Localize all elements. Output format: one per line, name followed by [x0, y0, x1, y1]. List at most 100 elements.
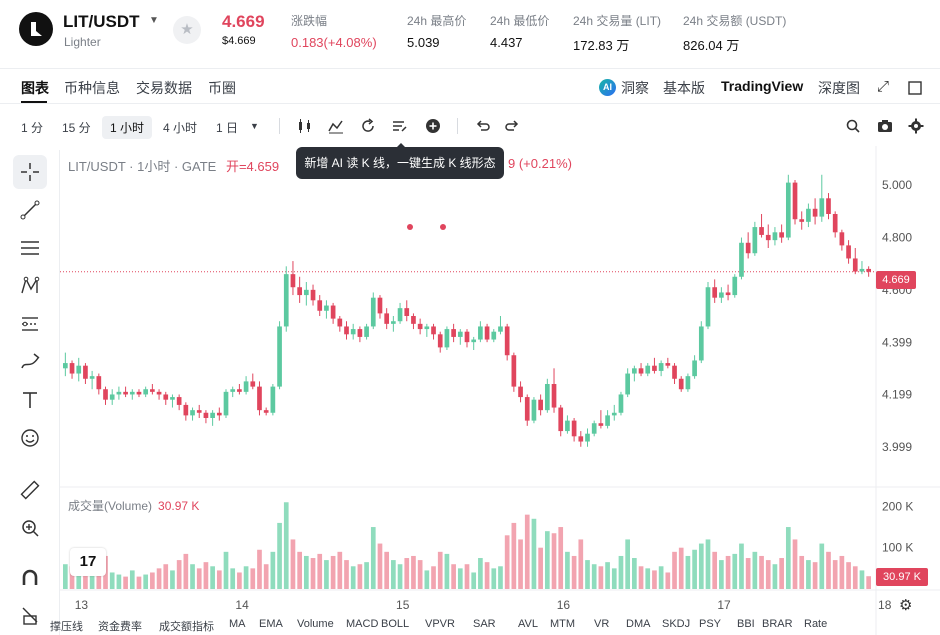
price-chart[interactable]: 5.000 4.800 4.600 4.399 4.199 3.999 200 K 100 K…	[60, 146, 940, 635]
search-icon[interactable]	[844, 117, 862, 135]
tab-tradingview[interactable]: TradingView	[721, 78, 804, 94]
volume-bar	[377, 543, 383, 589]
zoom-in-tool-icon[interactable]	[13, 511, 47, 545]
indicator-11[interactable]: MTM	[550, 618, 576, 630]
tradingview-logo[interactable]: 17	[70, 548, 106, 576]
indicator-15[interactable]: PSY	[699, 618, 722, 630]
trendline-tool-icon[interactable]	[13, 193, 47, 227]
volume-bar	[89, 568, 95, 589]
toolbar-divider	[279, 118, 280, 134]
indicator-5[interactable]: Volume	[297, 618, 334, 630]
tab-community[interactable]: 币圈	[208, 80, 236, 96]
volume-bar	[558, 527, 564, 589]
legend-change-wrap: 9 (+0.21%)	[508, 156, 572, 171]
magnet-tool-icon[interactable]	[13, 561, 47, 595]
tab-trade-data[interactable]: 交易数据	[136, 80, 192, 96]
candle-body	[652, 365, 657, 371]
time-axis-label: 16	[557, 598, 571, 612]
candle-body	[123, 391, 128, 395]
settings-gear-icon[interactable]	[907, 117, 925, 135]
indicator-9[interactable]: SAR	[473, 618, 496, 630]
volume-bar	[424, 570, 430, 589]
candle-body	[250, 381, 256, 387]
indicator-0[interactable]: 撑压线	[50, 621, 83, 633]
indicator-3[interactable]: MA	[229, 618, 246, 630]
fullscreen-icon[interactable]: ⤢	[877, 78, 890, 95]
volume-bar	[779, 558, 784, 589]
volume-bar	[190, 564, 195, 589]
horizontal-lines-tool-icon[interactable]	[13, 231, 47, 265]
tab-coin-info[interactable]: 币种信息	[64, 80, 120, 96]
stat-label: 24h 交易量 (LIT)	[573, 14, 662, 28]
indicators-icon[interactable]	[327, 117, 345, 135]
indicator-14[interactable]: SKDJ	[662, 618, 691, 630]
pair-dropdown-icon[interactable]: ▼	[149, 15, 159, 26]
redo-icon[interactable]	[504, 117, 522, 135]
favorite-star-icon[interactable]: ★	[173, 16, 201, 44]
volume-bar	[832, 560, 838, 589]
add-icon[interactable]	[424, 117, 442, 135]
volume-axis-label: 100 K	[882, 541, 913, 555]
candle-body	[578, 436, 584, 442]
indicator-4[interactable]: EMA	[259, 618, 283, 630]
timeframe-1m[interactable]: 1 分	[21, 121, 44, 135]
pattern-tool-icon[interactable]	[13, 269, 47, 303]
volume-bar	[752, 551, 758, 589]
indicator-16[interactable]: BBI	[737, 618, 755, 630]
chart-settings-icon[interactable]: ⚙	[899, 597, 913, 614]
indicator-8[interactable]: VPVR	[425, 618, 455, 630]
timeframe-dropdown-icon[interactable]: ▼	[250, 121, 259, 131]
ai-kline-icon[interactable]	[391, 117, 409, 135]
candle-body	[457, 331, 463, 337]
last-price-usd: $4.669	[222, 35, 256, 47]
indicator-7[interactable]: BOLL	[381, 618, 410, 630]
tab-chart[interactable]: 图表	[21, 80, 49, 96]
timeframe-1d[interactable]: 1 日	[216, 121, 239, 135]
indicator-1[interactable]: 资金费率	[98, 621, 142, 633]
tab-depth[interactable]: 深度图	[818, 80, 860, 96]
candle-body	[846, 245, 851, 259]
camera-icon[interactable]	[876, 117, 894, 135]
timeframe-15m[interactable]: 15 分	[62, 121, 91, 135]
indicator-17[interactable]: BRAR	[762, 618, 793, 630]
ruler-tool-icon[interactable]	[13, 473, 47, 507]
candle-body	[498, 326, 503, 332]
volume-bar	[344, 560, 349, 589]
tab-basic[interactable]: 基本版	[663, 80, 705, 96]
volume-bar	[277, 522, 282, 589]
timeframe-1h[interactable]: 1 小时	[102, 116, 153, 139]
popout-icon[interactable]	[908, 78, 922, 99]
crosshair-tool-icon[interactable]	[13, 155, 47, 189]
indicator-10[interactable]: AVL	[518, 618, 538, 630]
ai-insight-icon[interactable]: AI	[599, 79, 616, 96]
replay-icon[interactable]	[359, 117, 377, 135]
indicator-6[interactable]: MACD	[346, 618, 379, 630]
indicator-13[interactable]: DMA	[626, 618, 651, 630]
candle-body	[658, 363, 664, 371]
candle-body	[799, 219, 805, 222]
volume-bar	[785, 527, 791, 589]
candle-body	[598, 423, 604, 426]
volume-bar	[712, 551, 718, 589]
candle-body	[176, 397, 182, 405]
brush-tool-icon[interactable]	[13, 345, 47, 379]
emoji-tool-icon[interactable]	[13, 421, 47, 455]
candle-body	[605, 415, 610, 426]
candle-type-icon[interactable]	[296, 117, 314, 135]
pair-name[interactable]: LIT/USDT	[63, 12, 140, 31]
undo-icon[interactable]	[473, 117, 491, 135]
indicator-2[interactable]: 成交额指标	[159, 621, 214, 633]
volume-bar	[310, 558, 316, 589]
volume-bar	[237, 572, 242, 589]
volume-bar	[303, 555, 309, 589]
indicator-18[interactable]: Rate	[804, 618, 828, 630]
fibonacci-tool-icon[interactable]	[13, 307, 47, 341]
indicator-12[interactable]: VR	[594, 618, 610, 630]
text-tool-icon[interactable]	[13, 383, 47, 417]
candle-body	[719, 292, 724, 298]
timeframe-4h[interactable]: 4 小时	[163, 121, 198, 135]
volume-bar	[672, 551, 677, 589]
lock-tool-icon[interactable]	[13, 598, 47, 632]
tab-ai-insight[interactable]: 洞察	[621, 80, 649, 96]
